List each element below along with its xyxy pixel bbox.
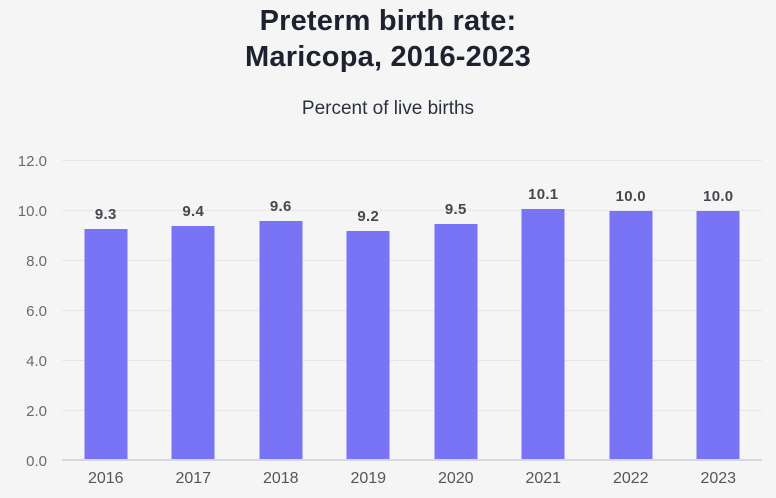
bar-2021 <box>521 208 565 461</box>
bar-slot-2018: 9.6 2018 <box>237 161 325 487</box>
chart-title: Preterm birth rate: Maricopa, 2016-2023 <box>0 3 776 75</box>
x-axis-baseline <box>62 459 762 461</box>
bar-slots: 9.3 2016 9.4 2017 9.6 2018 9.2 2019 9.5 2020 10.1 2… <box>62 161 763 487</box>
y-axis-tick-label: 2.0 <box>26 403 47 420</box>
bar-slot-2017: 9.4 2017 <box>150 161 238 487</box>
chart-header: Preterm birth rate: Maricopa, 2016-2023 … <box>0 0 776 120</box>
x-axis-tick-label: 2019 <box>350 470 387 487</box>
bar-2019 <box>346 231 390 461</box>
y-axis-tick-label: 8.0 <box>26 253 47 270</box>
bar-2022 <box>609 211 653 461</box>
gridline <box>62 260 762 261</box>
x-axis-tick-label: 2021 <box>525 470 562 487</box>
bar-slot-2021: 10.1 2021 <box>500 161 588 487</box>
y-axis-tick-label: 10.0 <box>17 203 47 220</box>
chart-title-line-1: Preterm birth rate: <box>259 5 517 37</box>
gridline <box>62 310 762 311</box>
bar-value-label: 9.3 <box>94 205 117 223</box>
bar-value-label: 9.5 <box>444 200 467 218</box>
bar-2017 <box>171 226 215 461</box>
bar-value-label: 9.6 <box>269 198 292 215</box>
bar-2016 <box>84 228 128 461</box>
bar-slot-2023: 10.0 2023 <box>675 161 763 487</box>
bar-slot-2020: 9.5 2020 <box>412 161 500 487</box>
bar-value-label: 10.0 <box>615 188 646 205</box>
bar-2018 <box>259 221 303 461</box>
bar-slot-2022: 10.0 2022 <box>587 161 675 487</box>
x-axis-tick-label: 2017 <box>175 470 212 487</box>
plot-area: 0.0 2.0 4.0 6.0 8.0 10.0 12.0 9.3 2016 9.4 2017 9.6… <box>18 153 763 487</box>
bar-value-label: 9.2 <box>357 208 380 225</box>
x-axis-tick-label: 2020 <box>437 470 474 487</box>
y-axis-tick-label: 12.0 <box>17 153 47 170</box>
bar-value-label: 10.1 <box>528 185 559 203</box>
bar-slot-2016: 9.3 2016 <box>62 161 150 487</box>
gridline <box>62 160 762 161</box>
chart-title-line-2: Maricopa, 2016-2023 <box>245 41 531 73</box>
y-axis-tick-label: 6.0 <box>26 303 47 320</box>
bar-2020 <box>434 223 478 461</box>
y-axis-tick-label: 0.0 <box>26 453 47 470</box>
x-axis-tick-label: 2023 <box>700 470 737 487</box>
bar-slot-2019: 9.2 2019 <box>325 161 413 487</box>
x-axis-tick-label: 2016 <box>87 470 124 487</box>
bar-2023 <box>696 211 740 461</box>
chart-subtitle: Percent of live births <box>301 98 475 119</box>
bar-value-label: 9.4 <box>182 203 205 220</box>
gridline <box>62 210 762 211</box>
gridline <box>62 360 762 361</box>
gridline <box>62 410 762 411</box>
bar-value-label: 10.0 <box>703 188 734 205</box>
x-axis-tick-label: 2022 <box>612 470 649 487</box>
x-axis-tick-label: 2018 <box>262 470 299 487</box>
y-axis-tick-label: 4.0 <box>26 353 47 370</box>
